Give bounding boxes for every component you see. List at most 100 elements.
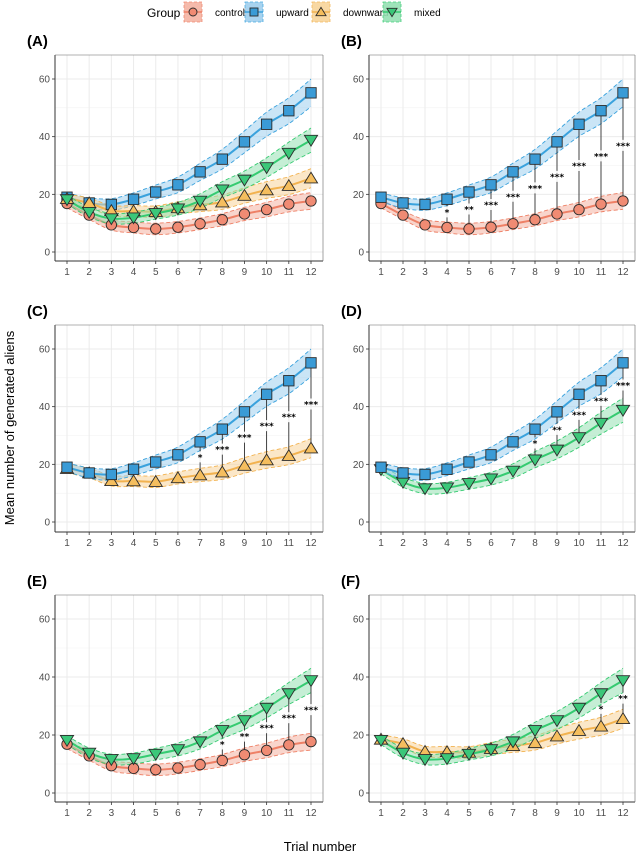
markers-mixed [373,404,631,496]
point-upward-square-icon [375,191,387,203]
point-mixed-triangle-down-icon [571,432,587,445]
point-upward-square-icon [551,136,563,148]
point-mixed-triangle-down-icon [237,174,252,187]
point-downward-triangle-up-icon [126,474,141,487]
ci-lower-line [380,106,624,211]
y-tick-label: 0 [358,789,364,800]
markers-upward [375,357,629,481]
x-tick-label: 5 [153,808,159,819]
point-upward-square-icon [419,468,431,481]
point-mixed-triangle-down-icon [148,208,164,221]
point-mixed-triangle-down-icon [593,417,609,430]
point-control-circle-icon [441,221,453,234]
point-mixed-triangle-down-icon [59,194,75,207]
point-downward-triangle-up-icon [281,178,297,191]
point-control-circle-icon [283,198,295,210]
point-downward-triangle-up-icon [593,719,609,732]
markers-mixed [59,134,319,226]
point-upward-square-icon [216,153,228,165]
point-control-circle-icon [172,221,184,233]
y-tick-label: 20 [353,190,365,201]
x-tick-label: 12 [305,808,317,819]
point-mixed-triangle-down-icon [103,213,119,226]
point-downward-triangle-up-icon [214,195,230,208]
x-tick-label: 12 [305,267,317,278]
markers-mixed [373,675,631,767]
legend-label: upward [276,8,309,19]
point-upward-square-icon [260,118,273,130]
point-upward-square-icon [61,461,73,473]
x-tick-label: 11 [596,808,607,819]
point-mixed-triangle-down-icon [527,454,543,467]
y-tick-label: 20 [39,190,51,201]
x-tick-label: 5 [153,538,159,549]
x-tick-label: 3 [422,267,428,278]
point-mixed-triangle-down-icon [192,736,208,749]
markers-upward [61,357,317,481]
x-tick-label: 2 [86,538,92,549]
point-upward-square-icon [529,153,541,165]
comparison-trial-10: *** [572,124,586,210]
x-tick-label: 9 [554,538,560,549]
significance-label: *** [528,184,542,194]
comparison-trial-12: *** [616,92,630,201]
point-control-circle-icon [419,219,431,231]
point-mixed-triangle-down-icon [505,736,521,749]
point-mixed-triangle-down-icon [303,134,319,147]
point-mixed-triangle-down-icon [571,702,587,715]
x-tick-label: 2 [86,808,92,819]
point-upward-square-icon [485,449,497,461]
y-tick-label: 40 [39,673,51,684]
x-tick-label: 7 [510,538,516,549]
point-upward-square-icon [551,406,563,418]
point-mixed-triangle-down-icon [59,734,75,748]
point-mixed-triangle-down-icon [170,203,186,216]
y-tick-label: 0 [44,518,50,529]
point-downward-triangle-up-icon [237,188,252,201]
legend-item-downward: downward [311,1,389,23]
x-tick-label: 6 [488,267,494,278]
ci-lower-line [380,376,624,481]
point-upward-square-icon [105,468,118,481]
significance-label: *** [215,446,229,456]
x-tick-label: 1 [64,808,70,819]
x-tick-label: 6 [175,267,181,278]
y-tick-label: 0 [44,789,50,800]
x-tick-label: 4 [131,808,137,819]
x-tick-label: 6 [488,808,494,819]
point-downward-triangle-up-icon [303,171,319,184]
x-tick-label: 1 [64,267,70,278]
y-tick-label: 60 [353,75,365,86]
point-upward-square-icon [194,436,206,448]
point-mixed-triangle-down-icon [417,483,433,496]
x-tick-label: 2 [400,267,406,278]
x-tick-label: 6 [175,808,181,819]
point-upward-square-icon [150,186,162,198]
legend-item-upward: upward [244,1,309,23]
legend-triangle-up-icon [315,6,327,17]
significance-label: *** [572,411,586,421]
x-tick-label: 1 [378,808,384,819]
legend: Group control upward downward mixed [147,1,441,23]
x-tick-label: 7 [510,808,516,819]
plot-background [55,325,323,532]
significance-label: ** [464,205,474,215]
point-mixed-triangle-down-icon [461,748,477,761]
markers-mixed [59,675,319,767]
x-tick-label: 12 [617,267,629,278]
point-downward-triangle-up-icon [237,458,252,471]
significance-label: * [533,439,538,449]
point-upward-square-icon [194,166,206,178]
significance-label: *** [304,706,318,716]
point-upward-square-icon [283,375,295,387]
ci-band [67,192,311,235]
panel-label: (B) [341,33,362,50]
x-tick-label: 10 [573,808,585,819]
x-tick-label: 5 [153,267,159,278]
point-upward-square-icon [127,463,140,475]
point-upward-square-icon [617,87,629,99]
significance-label: *** [282,413,296,423]
point-upward-square-icon [83,467,95,479]
y-tick-label: 0 [358,248,364,259]
